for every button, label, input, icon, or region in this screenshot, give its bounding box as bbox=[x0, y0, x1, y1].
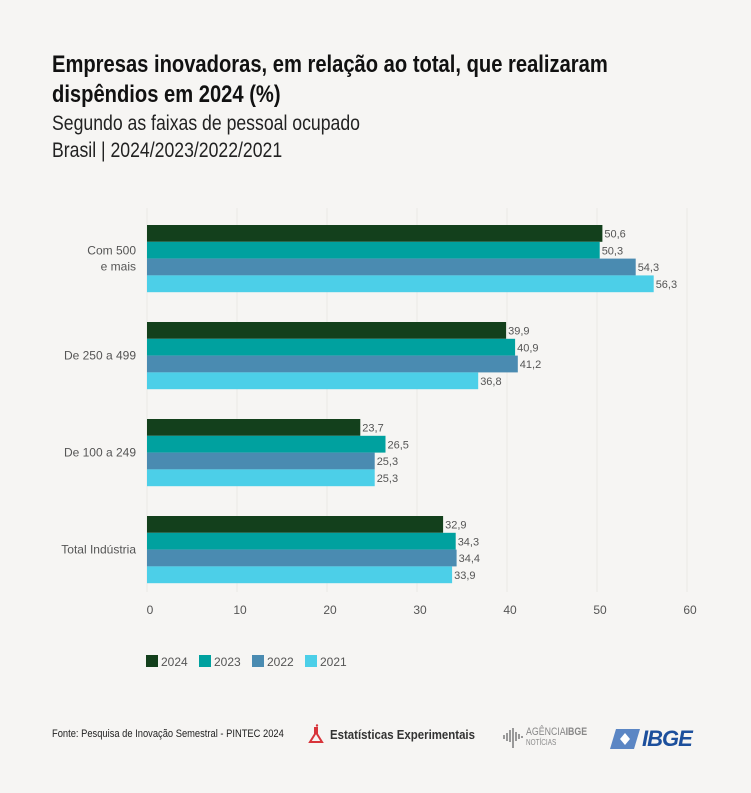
x-tick-label: 10 bbox=[233, 603, 247, 617]
legend-label: 2022 bbox=[267, 655, 294, 669]
bar-chart: 0 10 20 30 40 50 60 Com 500 e mais 50,6 50,3 54,3 56… bbox=[61, 208, 697, 669]
data-label: 23,7 bbox=[362, 423, 383, 435]
data-label: 41,2 bbox=[520, 359, 541, 371]
bar-2023 bbox=[147, 532, 456, 550]
chart-subtitle: Segundo as faixas de pessoal ocupado bbox=[52, 112, 360, 135]
logo-ibge: IBGE bbox=[610, 726, 693, 752]
x-tick-label: 50 bbox=[593, 603, 607, 617]
category-label: Total Indústria bbox=[61, 543, 136, 557]
legend-label: 2023 bbox=[214, 655, 241, 669]
legend-label: 2021 bbox=[320, 655, 347, 669]
x-tick-label: 0 bbox=[147, 603, 154, 617]
data-label: 34,3 bbox=[458, 536, 479, 548]
data-label: 32,9 bbox=[445, 520, 466, 532]
bar-2021 bbox=[147, 372, 479, 390]
category-label: De 250 a 499 bbox=[64, 349, 136, 363]
logo-agencia-ibge: AGÊNCIAIBGE NOTÍCIAS bbox=[503, 727, 602, 748]
x-tick-label: 30 bbox=[413, 603, 427, 617]
data-label: 54,3 bbox=[638, 262, 659, 274]
bar-2023 bbox=[147, 435, 386, 453]
bar-2022 bbox=[147, 355, 518, 373]
data-label: 40,9 bbox=[517, 342, 538, 354]
data-label: 36,8 bbox=[480, 376, 501, 388]
bar-2024 bbox=[147, 225, 603, 242]
ibge-mark-icon bbox=[610, 729, 640, 749]
category-label: Com 500 bbox=[87, 244, 136, 258]
bar-2021 bbox=[147, 566, 453, 584]
category-label: e mais bbox=[101, 260, 136, 274]
chart-subtitle-2: Brasil | 2024/2023/2022/2021 bbox=[52, 139, 283, 162]
data-label: 50,6 bbox=[604, 229, 625, 241]
x-tick-label: 60 bbox=[683, 603, 697, 617]
chart-header: Empresas inovadoras, em relação ao total… bbox=[52, 50, 665, 164]
data-label: 26,5 bbox=[388, 439, 409, 451]
source-note: Fonte: Pesquisa de Inovação Semestral - … bbox=[52, 728, 284, 740]
logo-estatisticas-experimentais: Estatísticas Experimentais bbox=[308, 724, 495, 744]
data-label: 34,4 bbox=[459, 553, 480, 565]
bar-2024 bbox=[147, 419, 361, 436]
legend-label: 2024 bbox=[161, 655, 188, 669]
data-label: 33,9 bbox=[454, 570, 475, 582]
bar-2024 bbox=[147, 322, 507, 339]
x-tick-label: 20 bbox=[323, 603, 337, 617]
data-label: 50,3 bbox=[602, 245, 623, 257]
category-label: De 100 a 249 bbox=[64, 446, 136, 460]
legend-swatch bbox=[252, 655, 264, 667]
bar-2023 bbox=[147, 338, 516, 356]
bar-2022 bbox=[147, 258, 636, 276]
bar-2024 bbox=[147, 516, 444, 533]
x-tick-label: 40 bbox=[503, 603, 517, 617]
bar-2021 bbox=[147, 275, 654, 293]
data-label: 39,9 bbox=[508, 326, 529, 338]
legend-swatch bbox=[199, 655, 211, 667]
bar-2023 bbox=[147, 241, 600, 259]
data-label: 25,3 bbox=[377, 456, 398, 468]
chart-title: Empresas inovadoras, em relação ao total… bbox=[52, 51, 608, 108]
agencia-mark-icon bbox=[503, 727, 523, 748]
flask-icon bbox=[308, 724, 324, 743]
legend-swatch bbox=[305, 655, 317, 667]
bar-2022 bbox=[147, 452, 375, 470]
bar-2022 bbox=[147, 549, 457, 567]
data-label: 56,3 bbox=[656, 279, 677, 291]
legend-swatch bbox=[146, 655, 158, 667]
data-label: 25,3 bbox=[377, 473, 398, 485]
bar-2021 bbox=[147, 469, 375, 487]
